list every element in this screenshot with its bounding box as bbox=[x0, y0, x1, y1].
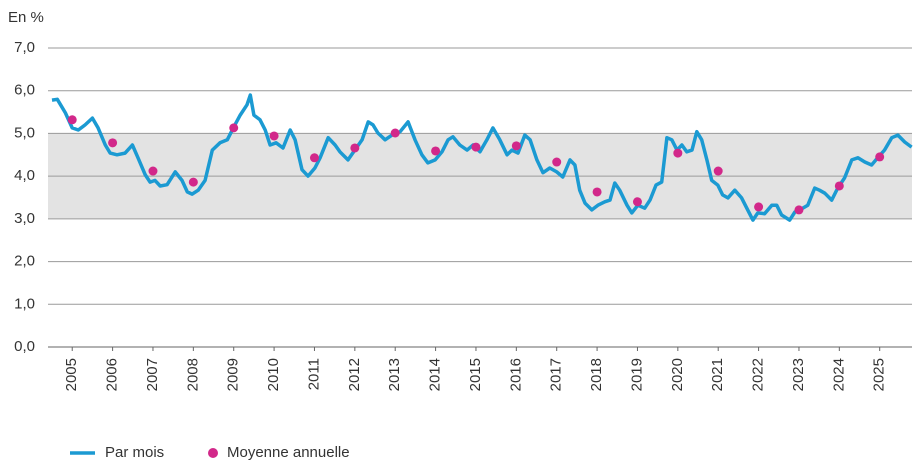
point bbox=[875, 152, 885, 162]
x-tick-label: 2025 bbox=[871, 358, 888, 391]
x-tick-label: 2017 bbox=[548, 358, 565, 391]
x-tick-label: 2024 bbox=[830, 358, 847, 391]
x-tick-label: 2010 bbox=[265, 358, 282, 391]
point bbox=[108, 138, 118, 148]
x-tick-label: 2012 bbox=[346, 358, 363, 391]
x-tick-label: 2006 bbox=[104, 358, 121, 391]
point bbox=[713, 166, 723, 176]
y-tick-label: 7,0 bbox=[14, 39, 35, 56]
x-tick-label: 2009 bbox=[225, 358, 242, 391]
x-tick-label: 2015 bbox=[467, 358, 484, 391]
x-tick-label: 2022 bbox=[750, 358, 767, 391]
point bbox=[834, 181, 844, 191]
y-tick-label: 0,0 bbox=[14, 338, 35, 355]
point bbox=[431, 146, 441, 156]
point bbox=[632, 197, 642, 207]
y-tick-label: 5,0 bbox=[14, 124, 35, 141]
point bbox=[229, 123, 239, 133]
point bbox=[309, 153, 319, 163]
point bbox=[188, 177, 198, 187]
point bbox=[390, 128, 400, 138]
x-tick-label: 2008 bbox=[184, 358, 201, 391]
y-tick-label: 2,0 bbox=[14, 253, 35, 270]
x-tick-label: 2023 bbox=[790, 358, 807, 391]
point bbox=[148, 166, 158, 176]
x-tick-label: 2016 bbox=[507, 358, 524, 391]
y-tick-label: 1,0 bbox=[14, 295, 35, 312]
point bbox=[754, 202, 764, 212]
point bbox=[350, 143, 360, 153]
x-tick-label: 2007 bbox=[144, 358, 161, 391]
point bbox=[67, 115, 77, 125]
y-axis-label: En % bbox=[8, 9, 44, 26]
point bbox=[511, 141, 521, 151]
line bbox=[51, 93, 913, 222]
x-tick-label: 2013 bbox=[386, 358, 403, 391]
x-tick-label: 2018 bbox=[588, 358, 605, 391]
legend-label: Par mois bbox=[105, 444, 164, 461]
point bbox=[471, 142, 481, 152]
x-tick-label: 2020 bbox=[669, 358, 686, 391]
x-tick-label: 2021 bbox=[709, 358, 726, 391]
x-tick-label: 2014 bbox=[427, 358, 444, 391]
point bbox=[269, 131, 279, 141]
legend-swatch bbox=[208, 448, 218, 458]
point bbox=[794, 205, 804, 215]
legend-label: Moyenne annuelle bbox=[227, 444, 350, 461]
point bbox=[592, 187, 602, 197]
x-tick-label: 2011 bbox=[305, 358, 322, 390]
x-tick-label: 2005 bbox=[63, 358, 80, 391]
y-tick-label: 3,0 bbox=[14, 210, 35, 227]
y-tick-label: 4,0 bbox=[14, 167, 35, 184]
y-tick-label: 6,0 bbox=[14, 82, 35, 99]
x-tick-label: 2019 bbox=[628, 358, 645, 391]
point bbox=[673, 148, 683, 158]
point bbox=[552, 157, 562, 167]
